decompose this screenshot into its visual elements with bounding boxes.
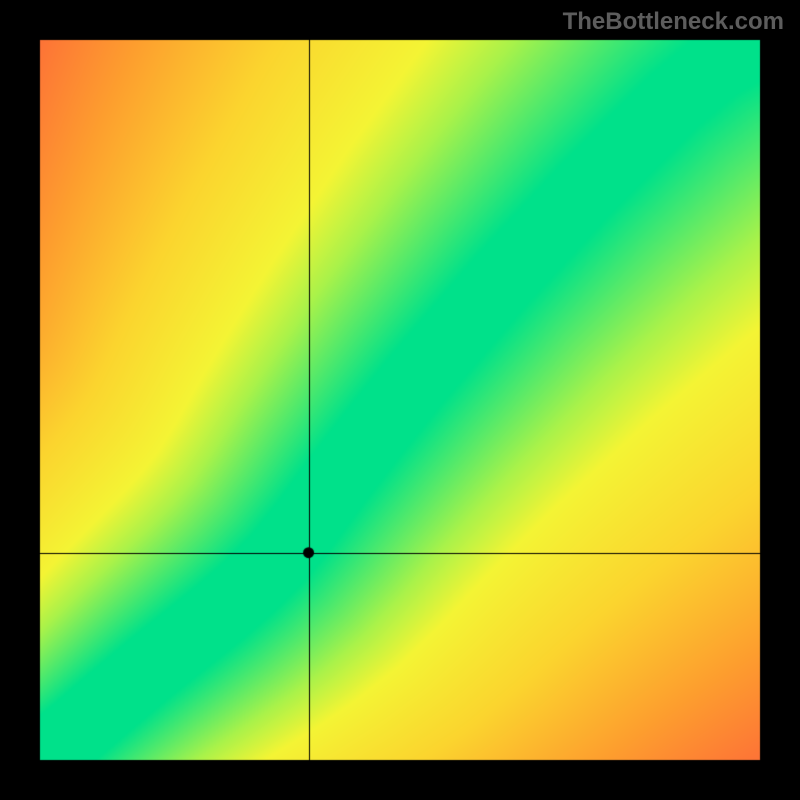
watermark-text: TheBottleneck.com: [563, 8, 784, 36]
chart-container: TheBottleneck.com: [0, 0, 800, 800]
bottleneck-heatmap: [0, 0, 800, 800]
